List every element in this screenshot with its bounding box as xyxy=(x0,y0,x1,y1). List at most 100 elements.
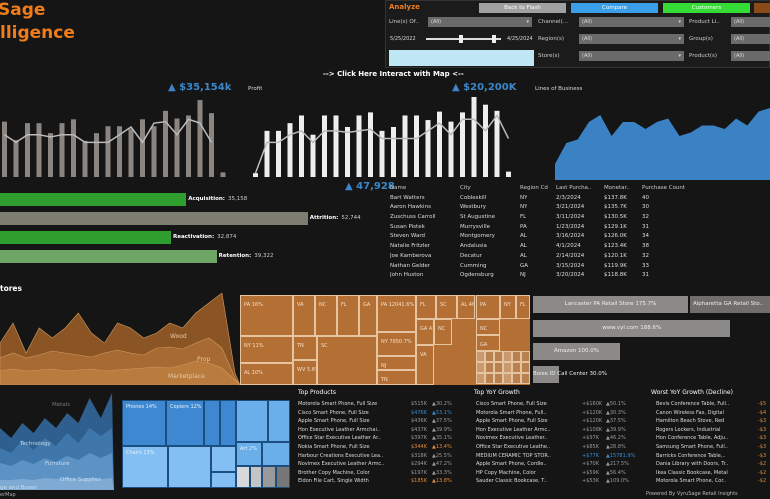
list-item[interactable]: Apple Smart Phone, Full Size +$120K ▲37.5% xyxy=(474,418,649,426)
table-row[interactable]: Bart Watters Cobleskill NY 2/3/2024 $137.8K 4… xyxy=(388,194,708,204)
segment-bar[interactable] xyxy=(0,193,187,206)
treemap-cell[interactable] xyxy=(236,400,268,442)
treemap-cell[interactable] xyxy=(476,362,485,373)
list-item[interactable]: Hon Executive Leather Armchai.. $437K ▲39.… xyxy=(296,427,471,435)
column-header[interactable]: Region Cd xyxy=(520,185,548,191)
list-item[interactable]: Motorola Smart Phone, Full.. +$120K ▲30.3% xyxy=(474,410,649,418)
store-bar[interactable]: Lancaster PA Retail Store 175.7% xyxy=(533,296,689,313)
treemap-cell[interactable] xyxy=(211,446,236,472)
list-item[interactable]: Apple Smart Phone, Full Size $436K ▲37.5% xyxy=(296,418,471,426)
product-line-select[interactable]: (All) xyxy=(731,17,770,27)
treemap-cell[interactable]: SC xyxy=(317,336,377,385)
treemap-cell[interactable] xyxy=(503,351,512,362)
treemap-cell[interactable]: Phones 14% xyxy=(122,400,166,446)
treemap-cell[interactable]: AL 10% xyxy=(240,363,293,385)
list-item[interactable]: Eldon File Cart, Single Width $185K ▲13.8% xyxy=(296,478,471,486)
list-item[interactable]: Brother Copy Machine, Color $197K ▲33.3% xyxy=(296,470,471,478)
treemap-cell[interactable]: NY 7650.7% xyxy=(377,332,416,356)
list-item[interactable]: Canon Wireless Fax, Digital -$4 xyxy=(654,410,770,418)
table-row[interactable]: Steven Ward Montgomery AL 3/16/2024 $126.0K 3… xyxy=(388,232,708,242)
treemap-cell[interactable]: NJ xyxy=(377,356,416,370)
store-select[interactable]: (All) xyxy=(579,51,684,61)
treemap-cell[interactable]: GA 4353.5% xyxy=(416,319,434,345)
column-header[interactable]: Last Purcha.. xyxy=(556,185,592,191)
column-header[interactable]: City xyxy=(460,185,471,191)
treemap-cell[interactable] xyxy=(512,373,521,384)
treemap-cell[interactable]: GA xyxy=(359,295,377,336)
store-bar[interactable]: www.vyl.com 188.6% xyxy=(533,320,731,337)
treemap-cell[interactable] xyxy=(503,373,512,384)
store-bar[interactable]: Boise ID Call Center 30.0% xyxy=(533,366,607,383)
list-item[interactable]: Office Star Executive Leather Ar.. $397K ▲… xyxy=(296,435,471,443)
category-treemap[interactable]: Phones 14% Copiers 12% Chairs 13% Art 2% xyxy=(122,400,290,488)
column-header[interactable]: Monetar.. xyxy=(604,185,630,191)
treemap-cell[interactable]: FL xyxy=(337,295,359,336)
treemap-cell[interactable]: TN xyxy=(377,370,416,385)
treemap-cell[interactable]: NY xyxy=(500,295,516,319)
group-select[interactable]: (All) xyxy=(731,34,770,44)
store-bar[interactable]: Alpharetta GA Retail Sto.. xyxy=(690,296,770,313)
map-link[interactable]: --> Click Here Interact with Map <-- xyxy=(323,70,464,78)
list-item[interactable]: Office Star Executive Leathe.. +$85K ▲28.8… xyxy=(474,444,649,452)
list-item[interactable]: Novimex Executive Leather.. +$97K ▲46.2% xyxy=(474,435,649,443)
table-row[interactable]: Nathan Gelder Cumming GA 3/15/2024 $119.9K 33 xyxy=(388,262,708,272)
lines-of-business-select[interactable]: (All) xyxy=(428,17,532,27)
treemap-cell[interactable] xyxy=(521,373,530,384)
region-select[interactable]: (All) xyxy=(579,34,684,44)
treemap-cell[interactable] xyxy=(512,362,521,373)
list-item[interactable]: Bevis Conference Table, Full.. -$5 xyxy=(654,401,770,409)
treemap-cell[interactable]: Art 2% xyxy=(236,442,262,466)
treemap-cell[interactable] xyxy=(476,351,485,362)
treemap-cell[interactable]: TN xyxy=(293,336,317,360)
treemap-cell[interactable]: VA xyxy=(416,345,434,385)
treemap-cell[interactable]: FL xyxy=(516,295,530,319)
table-row[interactable]: Natalie Fritzler Andalusia AL 4/1/2024 $123.… xyxy=(388,242,708,252)
treemap-cell[interactable]: PA 16% xyxy=(240,295,293,336)
list-item[interactable]: Hon Executive Leather Armc.. +$108K ▲39.9% xyxy=(474,427,649,435)
treemap-cell[interactable] xyxy=(494,351,503,362)
list-item[interactable]: HP Copy Machine, Color +$59K ▲56.4% xyxy=(474,470,649,478)
treemap-cell[interactable] xyxy=(503,362,512,373)
segment-bar[interactable] xyxy=(0,212,308,225)
treemap-cell[interactable]: NC xyxy=(315,295,337,336)
treemap-cell[interactable] xyxy=(220,400,236,446)
apply-button[interactable] xyxy=(389,50,534,66)
list-item[interactable]: Cisco Smart Phone, Full Size $476K ▲53.1% xyxy=(296,410,471,418)
list-item[interactable]: Hamilton Beach Stove, Red -$3 xyxy=(654,418,770,426)
treemap-cell[interactable] xyxy=(485,373,494,384)
segment-bar[interactable] xyxy=(0,250,217,263)
table-row[interactable]: Joe Kamberova Decatur AL 2/14/2024 $120.1K 32 xyxy=(388,252,708,262)
list-item[interactable]: Barricks Conference Table,.. -$3 xyxy=(654,453,770,461)
list-item[interactable]: Novimex Executive Leather Armc.. $294K ▲47… xyxy=(296,461,471,469)
list-item[interactable]: Hon Conference Table, Adju.. -$3 xyxy=(654,435,770,443)
extra-button[interactable] xyxy=(754,3,770,13)
treemap-cell[interactable]: PA xyxy=(476,295,500,319)
treemap-cell[interactable] xyxy=(521,351,530,362)
column-header[interactable]: Purchase Count xyxy=(642,185,686,191)
product-select[interactable]: (All) xyxy=(731,51,770,61)
treemap-cell[interactable]: PA 12041.6% xyxy=(377,295,416,332)
treemap-cell[interactable] xyxy=(494,362,503,373)
slider-handle-start[interactable] xyxy=(459,35,463,43)
list-item[interactable]: Ikea Classic Bookcase, Metal -$2 xyxy=(654,470,770,478)
customers-button[interactable]: Customers xyxy=(663,3,750,13)
column-header[interactable]: Name xyxy=(390,185,407,191)
list-item[interactable]: Motorola Smart Phone, Cor.. -$2 xyxy=(654,478,770,486)
treemap-cell[interactable] xyxy=(494,373,503,384)
treemap-cell[interactable] xyxy=(485,351,494,362)
treemap-cell[interactable] xyxy=(262,466,276,488)
list-item[interactable]: Apple Smart Phone, Cordle.. +$70K ▲217.5% xyxy=(474,461,649,469)
treemap-cell[interactable] xyxy=(262,442,290,466)
list-item[interactable]: Cisco Smart Phone, Full Size +$160K ▲50.1% xyxy=(474,401,649,409)
treemap-cell[interactable]: SC xyxy=(436,295,457,319)
table-row[interactable]: John Huston Ogdensburg NJ 3/20/2024 $118.8K 3… xyxy=(388,271,708,278)
treemap-cell[interactable] xyxy=(485,362,494,373)
table-row[interactable]: Susan Pistek Murrysville PA 1/23/2024 $129.1… xyxy=(388,223,708,233)
list-item[interactable]: Samsung Smart Phone, Full.. -$3 xyxy=(654,444,770,452)
segment-bar[interactable] xyxy=(0,231,171,244)
slider-handle-end[interactable] xyxy=(492,35,496,43)
list-item[interactable]: Nokia Smart Phone, Full Size $344K ▲13.4% xyxy=(296,444,471,452)
treemap-cell[interactable] xyxy=(268,400,290,442)
treemap-cell[interactable] xyxy=(476,373,485,384)
store-bar[interactable]: Amazon 100.0% xyxy=(533,343,620,360)
